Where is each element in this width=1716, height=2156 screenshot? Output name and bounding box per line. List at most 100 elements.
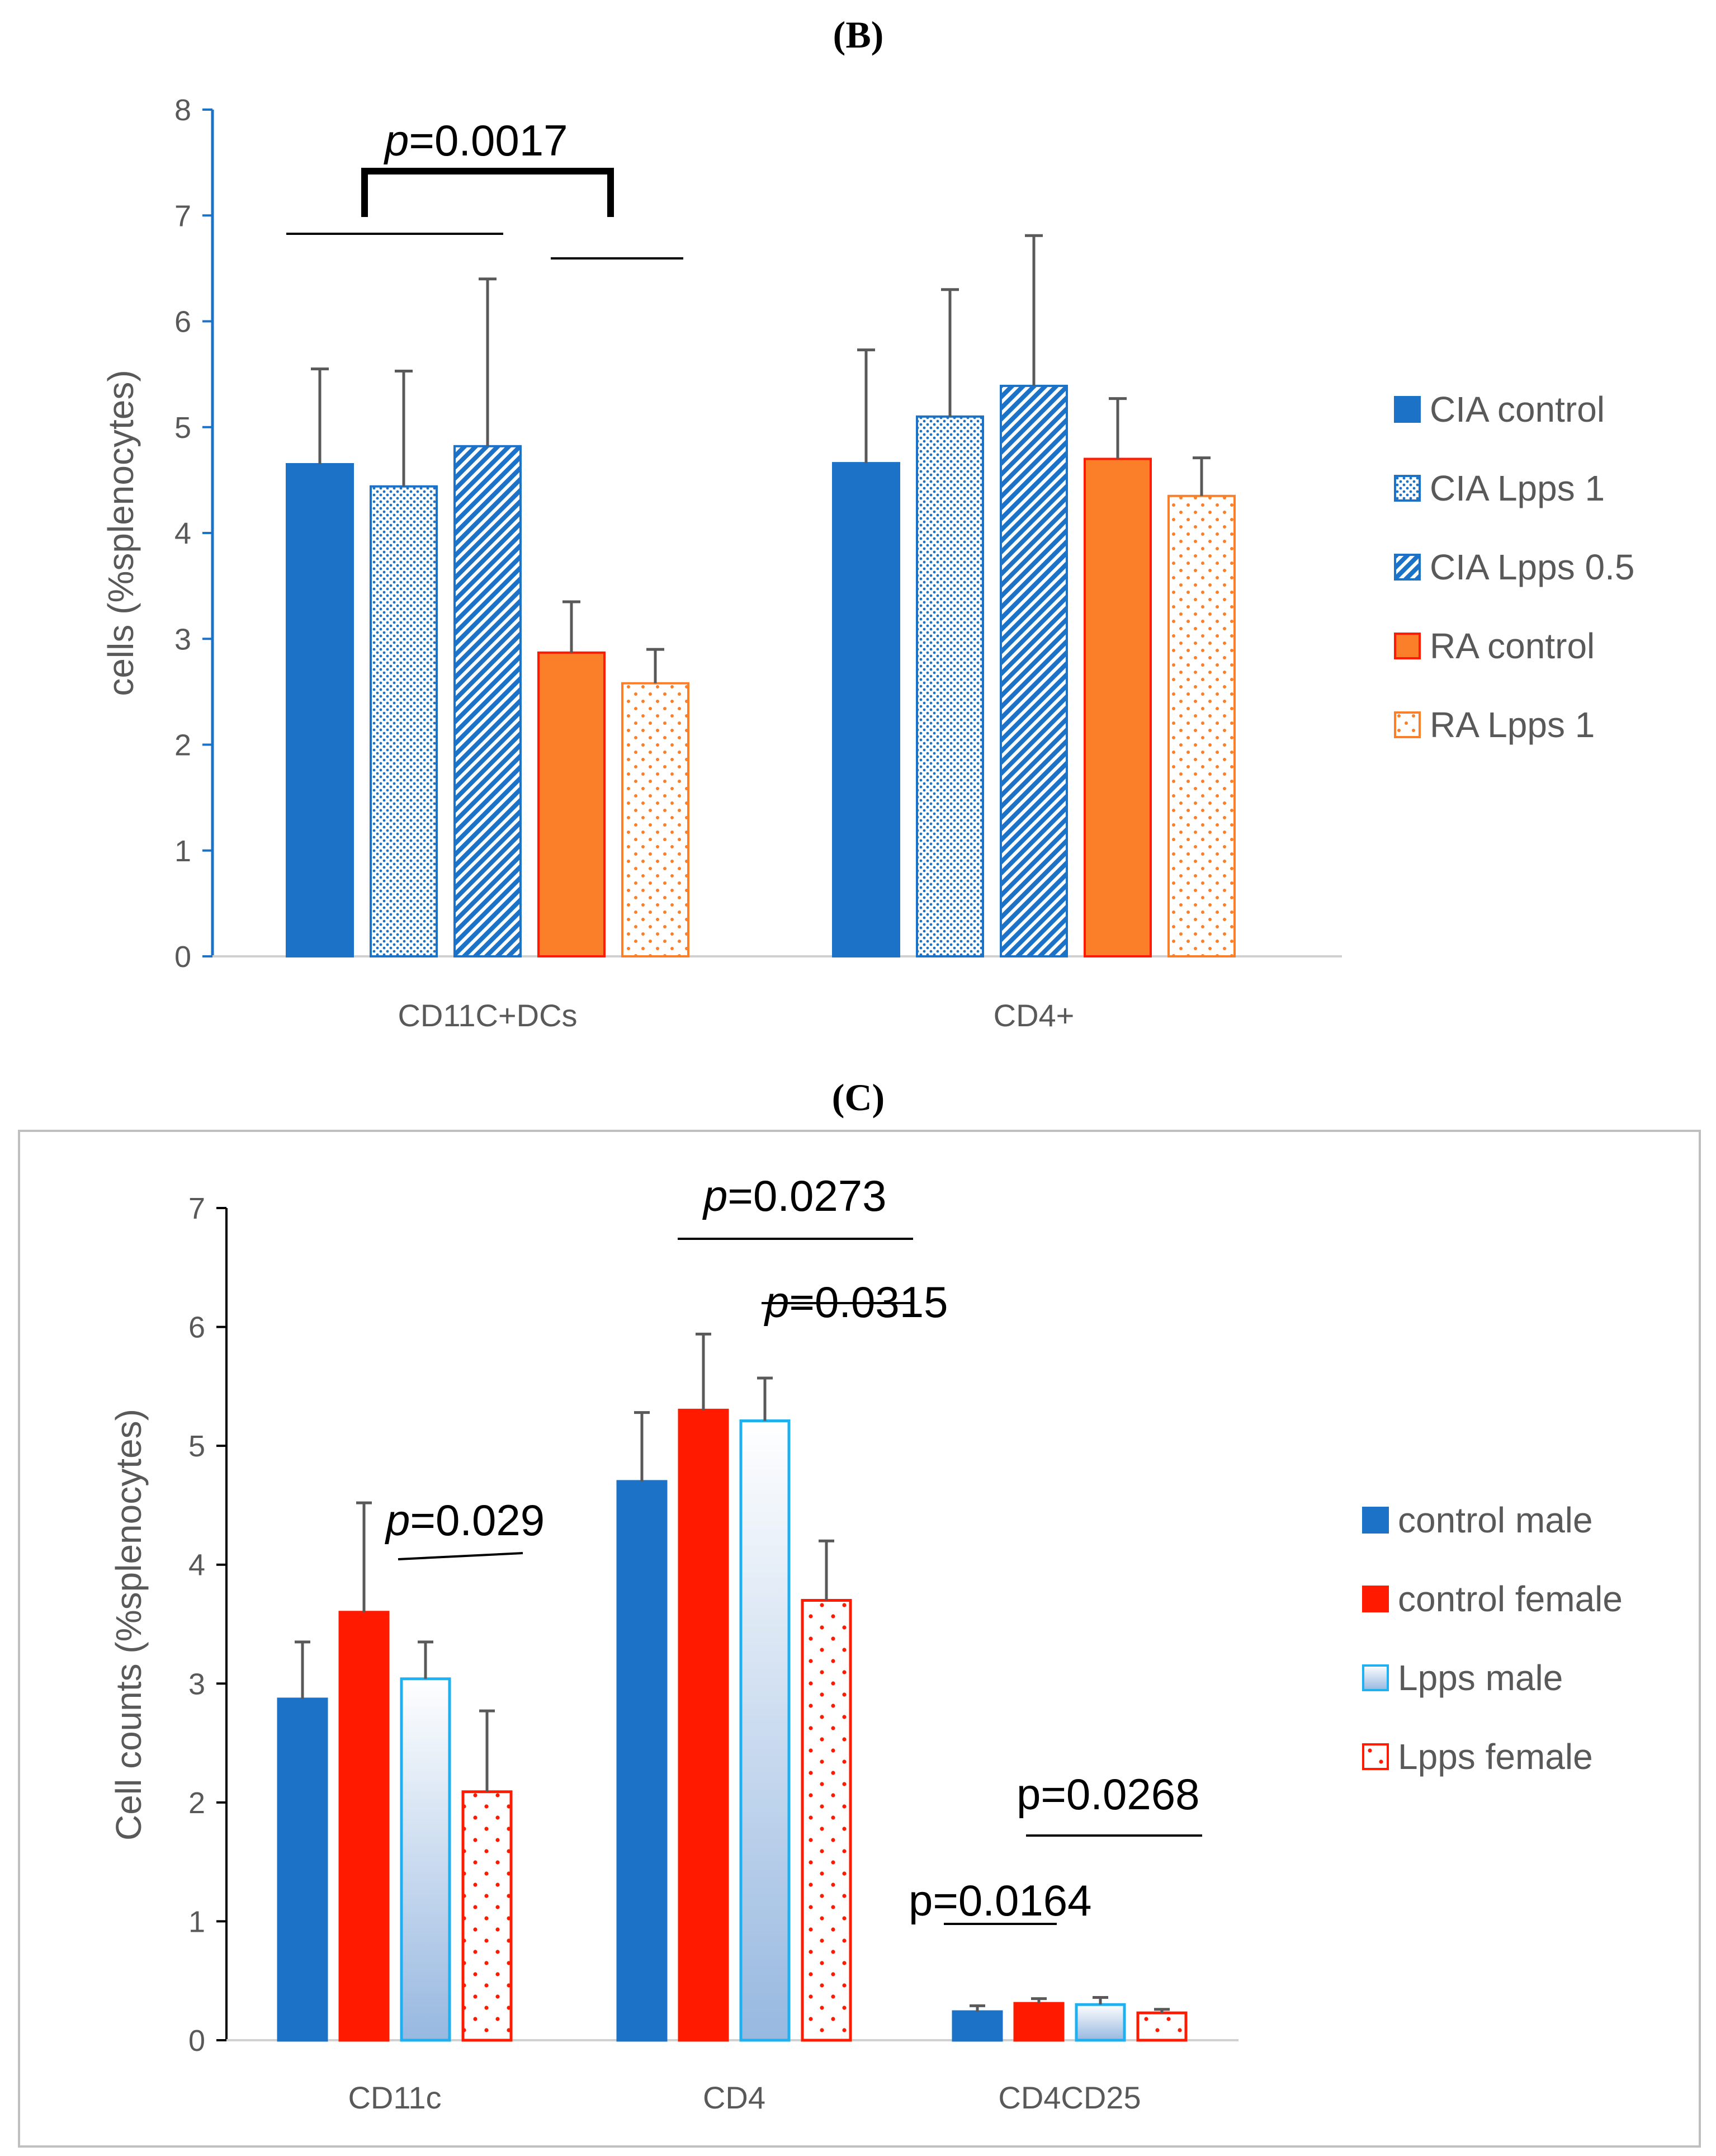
bar-control-female-cd4	[678, 1408, 729, 2042]
y-tick-label: 5	[174, 411, 191, 445]
error-bar-ra-lpps-1-cd4	[1193, 456, 1211, 496]
bar-cia-lpps-1-cd11c-dcs	[370, 485, 438, 957]
error-bar-ra-lpps-1-cd11c-dcs	[646, 648, 664, 683]
panel-b-bars	[286, 384, 1236, 958]
y-tick-label: 2	[188, 1786, 205, 1820]
panel-c-p-value: p=0.0268	[1017, 1770, 1200, 1819]
bar-cia-lpps-0-5-cd11c-dcs	[453, 445, 522, 957]
panel-c-frame	[18, 1130, 1701, 2148]
panel-c-p-value: p=0.029	[385, 1495, 545, 1545]
error-bar-lpps-male-cd4	[757, 1376, 773, 1421]
error-bar-lpps-female-cd11c	[479, 1709, 495, 1792]
error-bar-cia-control-cd4	[857, 348, 875, 464]
panel-b-category-labels: CD11C+DCs CD4+	[398, 998, 1074, 1033]
error-bar-control-female-cd4cd25	[1031, 1997, 1047, 2004]
error-bar-control-female-cd11c	[356, 1501, 372, 1612]
y-tick-label: 0	[174, 940, 191, 974]
panel-c-error-bars	[295, 1332, 1170, 2013]
panel-c-p-value: p=0.0164	[909, 1876, 1092, 1925]
bar-cia-control-cd4	[832, 462, 900, 957]
y-tick-label: 6	[188, 1311, 205, 1344]
y-tick-label: 1	[174, 834, 191, 868]
y-tick-label: 6	[174, 305, 191, 339]
legend-label-lpps-female: Lpps female	[1398, 1737, 1593, 1777]
bar-ra-control-cd11c-dcs	[537, 651, 606, 958]
x-category-label: CD4	[703, 2080, 765, 2115]
legend-label-ra-lpps-1: RA Lpps 1	[1430, 705, 1595, 745]
bar-ra-lpps-1-cd11c-dcs	[621, 682, 689, 957]
bar-control-male-cd4	[616, 1480, 668, 2042]
legend-label-cia-lpps-0-5: CIA Lpps 0.5	[1430, 547, 1634, 587]
x-category-label: CD11C+DCs	[398, 998, 577, 1033]
panel-c-label: (C)	[832, 1076, 885, 1119]
bar-lpps-female-cd11c	[461, 1790, 513, 2042]
bar-ra-control-cd4	[1084, 457, 1152, 957]
panel-b-p-value: p=0.0017	[384, 116, 568, 165]
error-bar-cia-lpps-0-5-cd4	[1025, 234, 1043, 386]
y-tick-label: 7	[174, 199, 191, 233]
error-bar-ra-control-cd4	[1109, 397, 1127, 459]
panel-b-y-axis-title: cells (%splenocytes)	[101, 370, 141, 696]
legend-swatch-ra-lpps-1	[1394, 711, 1421, 738]
error-bar-cia-control-cd11c-dcs	[311, 367, 329, 464]
error-bar-control-male-cd4	[634, 1411, 650, 1482]
y-tick-label: 2	[174, 729, 191, 762]
bar-lpps-female-cd4cd25	[1136, 2011, 1188, 2042]
panel-c-y-ticks: 0 1 2 3 4 5 6 7	[188, 1192, 226, 2058]
bar-lpps-male-cd4	[739, 1419, 791, 2042]
panel-c-p-value: p=0.0315	[764, 1277, 948, 1327]
panel-c-chart: 0 1 2 3 4 5 6 7 CD11c CD4 CD4CD25 Cell counts (%s…	[108, 1171, 1623, 2115]
bar-control-female-cd11c	[338, 1611, 390, 2042]
legend-swatch-control-male	[1362, 1507, 1389, 1534]
panel-b-y-ticks: 0 1 2 3 4 5 6 7 8	[174, 93, 212, 974]
error-bar-cia-lpps-0-5-cd11c-dcs	[479, 277, 497, 446]
error-bar-cia-lpps-1-cd11c-dcs	[395, 369, 413, 487]
bar-cia-control-cd11c-dcs	[286, 463, 354, 957]
error-bar-control-female-cd4	[696, 1332, 711, 1410]
error-bar-lpps-male-cd11c	[418, 1640, 433, 1679]
panel-b-chart: 0 1 2 3 4 5 6 7 8 CD11C+DCs CD4+ cells (%splenocy…	[101, 93, 1634, 1033]
legend-label-control-female: control female	[1398, 1579, 1623, 1619]
panel-b-legend: CIA control CIA Lpps 1 CIA Lpps 0.5 RA cont…	[1394, 389, 1634, 745]
y-tick-label: 8	[174, 93, 191, 127]
panel-b-error-bars	[311, 234, 1211, 683]
legend-swatch-cia-control	[1394, 396, 1421, 423]
error-bar-control-male-cd4cd25	[970, 2004, 985, 2012]
panel-b-sig-bracket	[361, 168, 614, 217]
y-tick-label: 1	[188, 1905, 205, 1938]
panel-c-sig-line	[398, 1552, 523, 1560]
error-bar-lpps-female-cd4	[819, 1539, 834, 1601]
bar-cia-lpps-1-cd4	[916, 415, 984, 957]
y-tick-label: 3	[174, 622, 191, 656]
panel-c-bars	[277, 1408, 1188, 2042]
bar-lpps-male-cd4cd25	[1075, 2003, 1126, 2042]
bar-control-female-cd4cd25	[1013, 2002, 1065, 2042]
legend-label-cia-lpps-1: CIA Lpps 1	[1430, 468, 1605, 508]
legend-swatch-ra-control	[1394, 633, 1421, 659]
legend-label-cia-control: CIA control	[1430, 389, 1605, 430]
legend-swatch-control-female	[1362, 1586, 1389, 1612]
error-bar-ra-control-cd11c-dcs	[562, 600, 580, 653]
y-tick-label: 0	[188, 2024, 205, 2058]
panel-c-legend: control male control female Lpps male Lpps …	[1362, 1500, 1623, 1777]
bar-lpps-female-cd4	[801, 1598, 852, 2042]
legend-label-lpps-male: Lpps male	[1398, 1658, 1563, 1698]
legend-label-ra-control: RA control	[1430, 626, 1595, 666]
x-category-label: CD11c	[348, 2080, 441, 2115]
bar-lpps-male-cd11c	[400, 1677, 451, 2042]
error-bar-control-male-cd11c	[295, 1640, 310, 1699]
legend-swatch-lpps-female	[1362, 1743, 1389, 1770]
legend-swatch-lpps-male	[1362, 1664, 1389, 1691]
bar-cia-lpps-0-5-cd4	[1000, 384, 1068, 957]
bar-control-male-cd11c	[277, 1697, 328, 2042]
y-tick-label: 4	[174, 517, 191, 550]
y-tick-label: 5	[188, 1430, 205, 1463]
legend-label-control-male: control male	[1398, 1500, 1593, 1540]
y-tick-label: 7	[188, 1192, 205, 1225]
x-category-label: CD4+	[994, 998, 1075, 1033]
legend-swatch-cia-lpps-0-5	[1394, 554, 1421, 581]
panel-c-y-axis-title: Cell counts (%splenocytes)	[108, 1409, 149, 1841]
legend-swatch-cia-lpps-1	[1394, 475, 1421, 502]
y-tick-label: 3	[188, 1667, 205, 1701]
